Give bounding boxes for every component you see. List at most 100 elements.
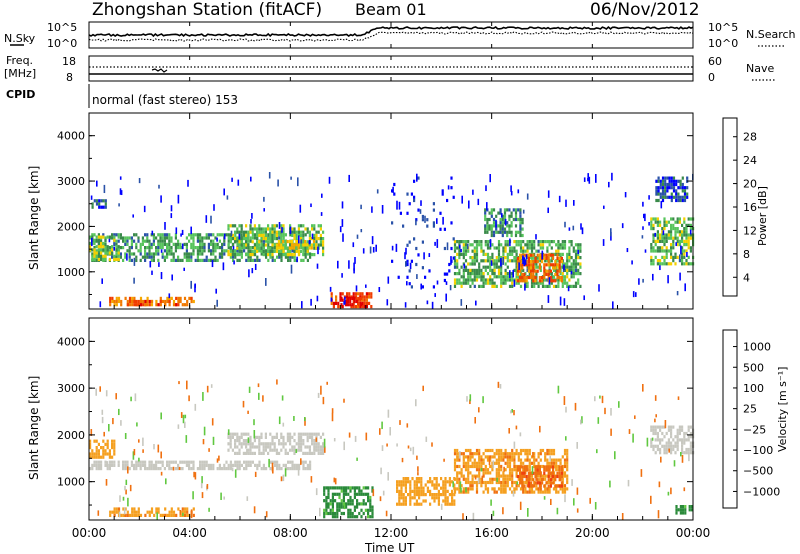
scatter-cell [295,246,298,250]
noise-speck [611,172,613,181]
scatter-cell [456,278,459,282]
scatter-cell [157,303,160,307]
scatter-cell [115,239,118,243]
scatter-cell [519,240,523,244]
scatter-cell [519,246,523,250]
scatter-cell [293,255,296,259]
scatter-cell [546,458,549,462]
scatter-cell [506,243,509,247]
scatter-cell [249,460,252,464]
scatter-cell [656,249,659,253]
scatter-cell [234,249,237,253]
scatter-cell [683,451,686,455]
scatter-cell [95,202,99,206]
scatter-cell [502,471,505,475]
noise-speck [624,192,627,198]
scatter-cell [315,230,318,234]
scatter-cell [678,438,681,442]
scatter-cell [128,236,131,240]
scatter-cell [678,428,681,432]
scatter-cell [511,458,514,462]
scatter-cell [519,465,522,469]
scatter-cell [517,452,520,456]
scatter-cell [544,278,547,282]
scatter-cell [249,249,252,253]
scatter-cell [345,505,348,509]
scatter-cell [515,281,518,285]
scatter-cell [130,239,133,243]
scatter-cell [441,192,444,196]
colorbar-tick-label: 12 [743,224,757,237]
scatter-cell [293,233,296,237]
scatter-cell [290,246,294,250]
scatter-cell [473,284,476,288]
scatter-cell [406,259,409,263]
scatter-cell [192,513,195,517]
scatter-cell [533,240,536,244]
scatter-cell [563,275,567,279]
noise-speck [627,479,630,487]
scatter-cell [137,239,140,243]
scatter-cell [460,281,463,285]
scatter-cell [340,486,343,490]
scatter-cell [186,510,189,514]
scatter-cell [471,272,474,276]
scatter-cell [201,467,204,471]
scatter-cell [269,253,272,257]
scatter-cell [527,478,530,482]
scatter-cell [656,223,659,227]
scatter-cell [679,505,682,509]
scatter-cell [672,236,675,240]
scatter-cell [258,460,261,464]
scatter-cell [676,431,679,436]
scatter-cell [579,272,582,276]
scatter-cell [311,243,314,247]
scatter-cell [93,257,96,262]
scatter-cell [541,464,545,469]
scatter-cell [402,224,405,228]
scatter-cell [242,432,245,436]
scatter-cell [371,505,374,509]
noise-speck [596,449,598,454]
scatter-cell [289,448,292,452]
scatter-cell [563,490,567,494]
noise-speck [572,225,575,231]
scatter-cell [234,255,237,259]
scatter-cell [141,463,144,467]
scatter-cell [456,262,459,266]
scatter-cell [155,510,158,514]
noise-speck [490,260,493,266]
scatter-cell [325,508,328,512]
scatter-cell [654,431,657,436]
scatter-cell [253,445,256,449]
scatter-cell [236,227,239,231]
scatter-cell [251,249,254,253]
scatter-cell [444,502,447,506]
noise-speck [268,458,270,468]
scatter-cell [367,495,370,500]
scatter-cell [177,299,180,304]
scatter-cell [225,233,228,237]
scatter-cell [432,285,435,289]
scatter-cell [240,445,243,449]
scatter-cell [413,483,416,487]
scatter-cell [500,272,503,276]
scatter-cell [554,260,557,264]
scatter-cell [674,252,677,256]
noise-speck [103,431,105,437]
scatter-cell [185,236,188,240]
scatter-cell [506,461,509,465]
scatter-cell [473,464,476,469]
scatter-cell [362,502,365,506]
scatter-cell [537,265,540,269]
scatter-cell [253,253,256,257]
scatter-cell [267,442,270,446]
scatter-cell [325,505,328,509]
scatter-cell [201,236,204,240]
scatter-cell [489,464,492,469]
scatter-cell [672,425,675,429]
scatter-cell [245,224,248,228]
noise-speck [119,188,122,195]
scatter-cell [225,467,228,471]
noise-speck [103,184,106,194]
